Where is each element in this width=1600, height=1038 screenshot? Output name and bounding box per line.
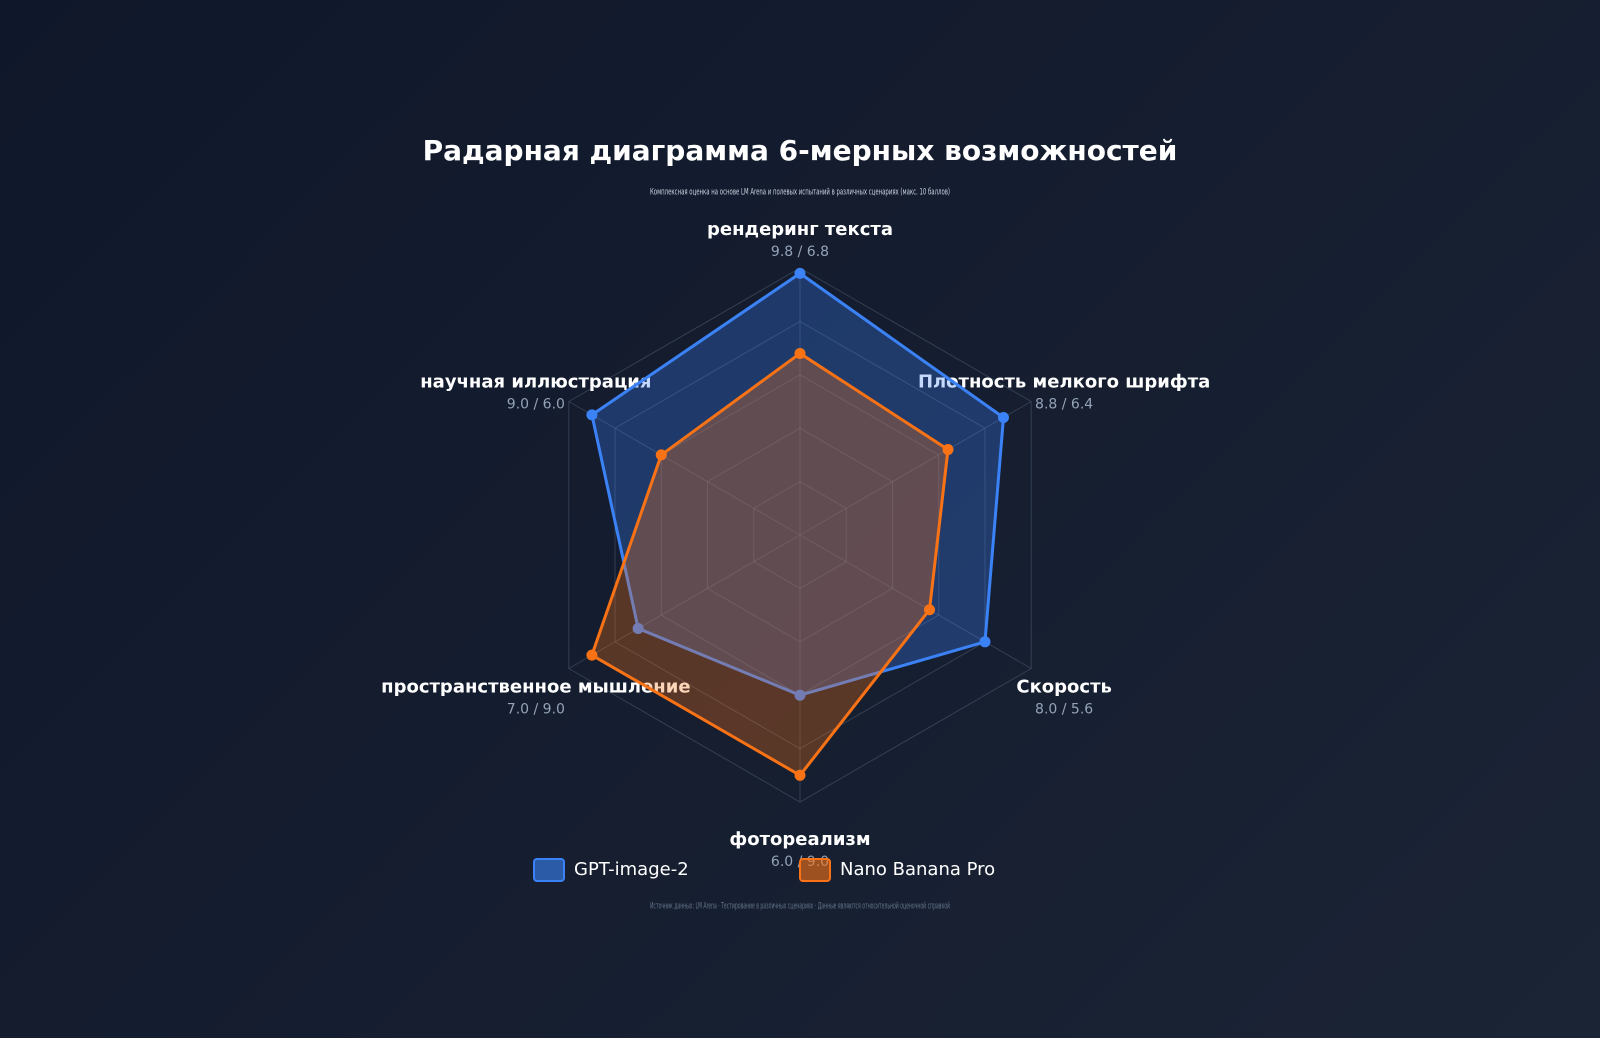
- legend-label: GPT-image-2: [574, 859, 689, 880]
- footnote: Источник данных: LM Arena · Тестирование…: [650, 902, 950, 912]
- axis-value-label: 9.8 / 6.8: [771, 244, 829, 260]
- axis-label: пространственное мышление: [381, 677, 690, 698]
- chart-subtitle: Комплексная оценка на основе LM Arena и …: [650, 188, 950, 198]
- axis-label: Плотность мелкого шрифта: [918, 372, 1210, 393]
- axis-line: [568, 534, 801, 669]
- axis-line: [568, 401, 801, 536]
- data-point: [655, 449, 667, 461]
- data-point: [794, 267, 806, 279]
- data-point: [794, 347, 806, 359]
- legend-swatch: [533, 858, 565, 882]
- data-point: [794, 769, 806, 781]
- axis-label: научная иллюстрация: [420, 372, 651, 393]
- legend-swatch: [799, 858, 831, 882]
- axis-label: Скорость: [1016, 677, 1112, 698]
- chart-title: Радарная диаграмма 6-мерных возможностей: [423, 134, 1178, 167]
- data-point: [923, 604, 935, 616]
- data-point: [979, 636, 991, 648]
- data-point: [997, 412, 1009, 424]
- data-point: [586, 409, 598, 421]
- axis-label: рендеринг текста: [707, 219, 893, 240]
- data-point: [586, 649, 598, 661]
- axis-value-label: 7.0 / 9.0: [507, 702, 565, 718]
- axis-line: [799, 534, 1032, 669]
- axis-line: [799, 401, 1032, 536]
- axis-value-label: 9.0 / 6.0: [507, 397, 565, 413]
- axis-label: фотореализм: [729, 829, 870, 850]
- data-point: [632, 622, 644, 634]
- axis-value-label: 8.0 / 5.6: [1035, 702, 1093, 718]
- data-point: [794, 689, 806, 701]
- data-point: [942, 444, 954, 456]
- legend-label: Nano Banana Pro: [840, 859, 995, 880]
- axis-value-label: 8.8 / 6.4: [1035, 397, 1093, 413]
